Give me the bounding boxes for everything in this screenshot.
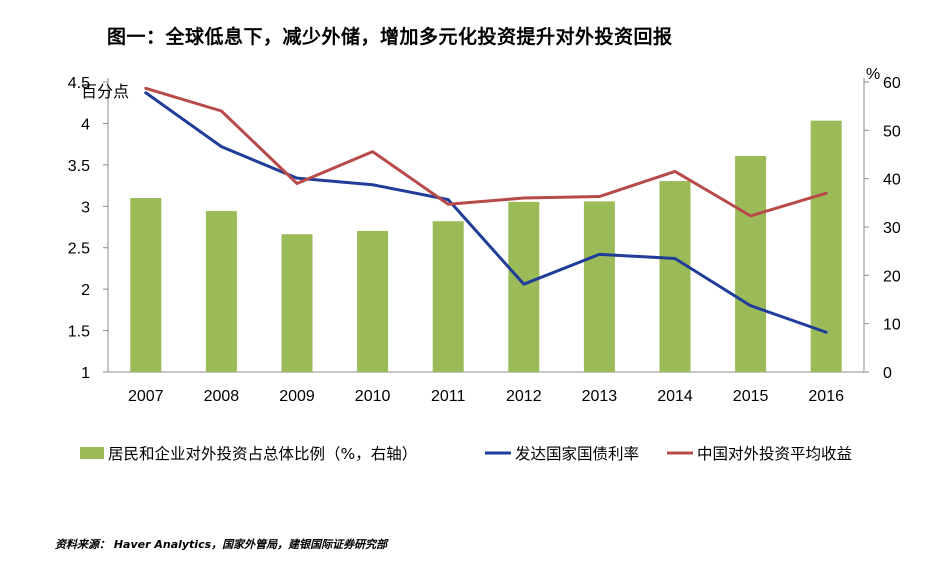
x-tick-label: 2012 (506, 388, 542, 405)
bar (659, 181, 691, 372)
right-tick-label: 10 (883, 317, 901, 334)
x-tick-label: 2013 (582, 388, 618, 405)
left-tick-label: 4 (81, 116, 90, 133)
bar (810, 120, 842, 373)
bar (583, 201, 615, 372)
legend-label: 居民和企业对外投资占总体比例（%，右轴） (108, 445, 417, 463)
bar (508, 201, 540, 372)
bar (205, 211, 237, 372)
right-tick-label: 60 (883, 75, 901, 92)
x-tick-label: 2014 (657, 388, 693, 405)
right-tick-label: 40 (883, 172, 901, 189)
x-tick-label: 2007 (128, 388, 164, 405)
x-tick-label: 2016 (808, 388, 844, 405)
bar (281, 234, 313, 372)
bar (130, 198, 162, 372)
left-tick-label: 4.5 (68, 75, 90, 92)
series-line (144, 91, 828, 334)
legend-label: 发达国家国债利率 (515, 445, 639, 463)
left-tick-label: 2 (81, 282, 90, 299)
bar (432, 221, 464, 372)
left-tick-label: 1.5 (68, 324, 90, 341)
chart-title: 图一：全球低息下，减少外储，增加多元化投资提升对外投资回报 (107, 26, 673, 48)
left-tick-label: 3.5 (68, 158, 90, 175)
right-tick-label: 0 (883, 365, 892, 382)
source-note: 资料来源： Haver Analytics，国家外管局，建银国际证券研究部 (55, 538, 388, 551)
x-tick-label: 2015 (733, 388, 769, 405)
x-tick-label: 2009 (279, 388, 315, 405)
right-axis-unit: % (866, 66, 880, 83)
right-tick-label: 20 (883, 268, 901, 285)
right-tick-label: 50 (883, 123, 901, 140)
left-axis-unit: 百分点 (81, 83, 129, 101)
x-tick-label: 2011 (431, 388, 466, 405)
left-tick-label: 3 (81, 199, 90, 216)
legend-label: 中国对外投资平均收益 (697, 445, 852, 463)
left-tick-label: 1 (81, 365, 90, 382)
x-tick-label: 2008 (204, 388, 240, 405)
bar (357, 230, 389, 372)
legend-swatch (80, 447, 104, 459)
x-tick-label: 2010 (355, 388, 391, 405)
series-line (144, 86, 828, 218)
bar (735, 155, 767, 372)
right-tick-label: 30 (883, 220, 901, 237)
left-tick-label: 2.5 (68, 241, 90, 258)
